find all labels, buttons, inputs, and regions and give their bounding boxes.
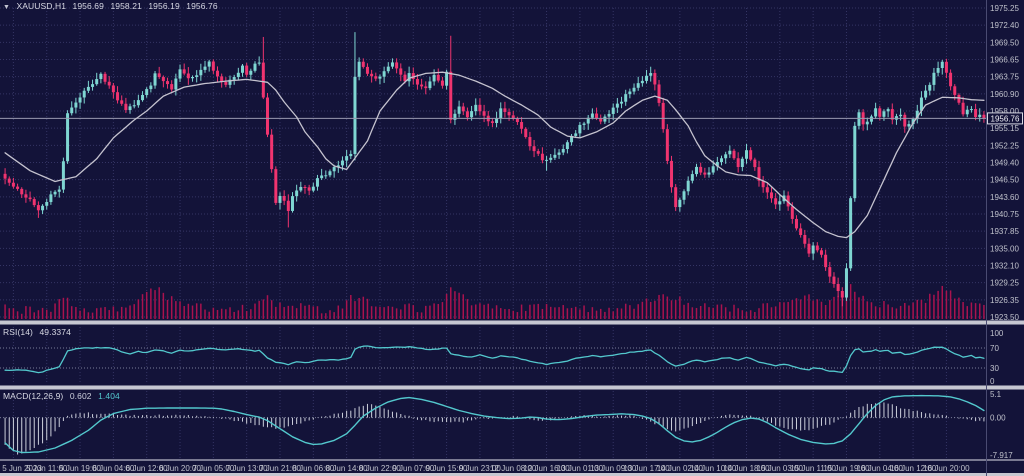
- svg-text:30: 30: [990, 364, 999, 373]
- svg-text:1940.75: 1940.75: [990, 210, 1019, 219]
- svg-text:1943.60: 1943.60: [990, 193, 1019, 202]
- svg-text:1969.50: 1969.50: [990, 38, 1019, 47]
- moving-average-line: [4, 71, 985, 239]
- svg-text:5.1: 5.1: [990, 390, 1002, 399]
- svg-text:8 Jun 06:00: 8 Jun 06:00: [292, 464, 334, 473]
- svg-text:1952.25: 1952.25: [990, 141, 1019, 150]
- macd-main-value: 0.602: [69, 391, 92, 401]
- svg-text:13 Jun 17:00: 13 Jun 17:00: [623, 464, 670, 473]
- svg-text:1972.40: 1972.40: [990, 21, 1019, 30]
- svg-text:1935.00: 1935.00: [990, 244, 1019, 253]
- svg-text:7 Jun 05:00: 7 Jun 05:00: [192, 464, 234, 473]
- svg-text:1923.50: 1923.50: [990, 313, 1019, 322]
- svg-text:-7.917: -7.917: [990, 451, 1013, 460]
- svg-text:1958.00: 1958.00: [990, 107, 1019, 116]
- symbol-dropdown-icon[interactable]: ▼: [3, 4, 11, 11]
- ohlc-open: 1956.69: [72, 1, 104, 11]
- rsi-label: RSI(14): [3, 327, 33, 337]
- svg-text:5 Jun 19:00: 5 Jun 19:00: [59, 464, 101, 473]
- svg-text:8 Jun 22:00: 8 Jun 22:00: [359, 464, 401, 473]
- svg-text:1932.10: 1932.10: [990, 262, 1019, 271]
- svg-text:16 Jun 12:00: 16 Jun 12:00: [890, 464, 937, 473]
- svg-text:13 Jun 09:00: 13 Jun 09:00: [590, 464, 637, 473]
- svg-text:1937.85: 1937.85: [990, 227, 1019, 236]
- rsi-legend: RSI(14) 49.3374: [3, 327, 75, 337]
- svg-text:1975.25: 1975.25: [990, 4, 1019, 13]
- svg-text:9 Jun 07:00: 9 Jun 07:00: [392, 464, 434, 473]
- svg-text:13 Jun 01:00: 13 Jun 01:00: [557, 464, 604, 473]
- macd-pane: [0, 394, 986, 455]
- svg-text:1946.50: 1946.50: [990, 176, 1019, 185]
- svg-text:16 Jun 20:00: 16 Jun 20:00: [923, 464, 970, 473]
- rsi-pane: [0, 345, 986, 374]
- svg-text:12 Jun 08:00: 12 Jun 08:00: [490, 464, 537, 473]
- svg-text:7 Jun 21:00: 7 Jun 21:00: [259, 464, 301, 473]
- svg-text:0.00: 0.00: [990, 414, 1006, 423]
- svg-text:6 Jun 20:00: 6 Jun 20:00: [159, 464, 201, 473]
- svg-text:1960.90: 1960.90: [990, 90, 1019, 99]
- svg-text:12 Jun 16:00: 12 Jun 16:00: [523, 464, 570, 473]
- current-price-badge: 1956.76: [987, 112, 1023, 125]
- ohlc-close: 1956.76: [186, 1, 218, 11]
- svg-text:100: 100: [990, 329, 1004, 338]
- svg-text:16 Jun 04:00: 16 Jun 04:00: [857, 464, 904, 473]
- grid-layer: [0, 7, 986, 458]
- svg-text:5 Jun 2023: 5 Jun 2023: [2, 464, 42, 473]
- svg-text:1955.15: 1955.15: [990, 124, 1019, 133]
- svg-text:1963.75: 1963.75: [990, 73, 1019, 82]
- svg-text:14 Jun 10:00: 14 Jun 10:00: [690, 464, 737, 473]
- svg-text:1966.65: 1966.65: [990, 56, 1019, 65]
- macd-legend: MACD(12,26,9) 0.602 1.404: [3, 391, 124, 401]
- chart-legend: ▼ XAUUSD,H1 1956.69 1958.21 1956.19 1956…: [3, 1, 222, 11]
- svg-text:1926.35: 1926.35: [990, 296, 1019, 305]
- macd-label: MACD(12,26,9): [3, 391, 64, 401]
- svg-text:5 Jun 11:00: 5 Jun 11:00: [26, 464, 68, 473]
- volume-bars: [4, 284, 985, 319]
- price-axis[interactable]: 1975.25 1972.40 1969.50 1966.65 1963.75 1960.…: [990, 4, 1019, 460]
- svg-text:1949.40: 1949.40: [990, 159, 1019, 168]
- svg-text:7 Jun 13:00: 7 Jun 13:00: [226, 464, 268, 473]
- svg-text:6 Jun 04:00: 6 Jun 04:00: [92, 464, 134, 473]
- ohlc-low: 1956.19: [148, 1, 180, 11]
- svg-text:9 Jun 23:00: 9 Jun 23:00: [459, 464, 501, 473]
- rsi-value: 49.3374: [39, 327, 71, 337]
- svg-text:9 Jun 15:00: 9 Jun 15:00: [426, 464, 468, 473]
- svg-text:0: 0: [990, 377, 995, 386]
- svg-text:6 Jun 12:00: 6 Jun 12:00: [126, 464, 168, 473]
- svg-text:70: 70: [990, 344, 999, 353]
- svg-text:15 Jun 03:00: 15 Jun 03:00: [757, 464, 804, 473]
- svg-text:1929.25: 1929.25: [990, 279, 1019, 288]
- candles-layer: [3, 32, 986, 307]
- svg-text:14 Jun 02:00: 14 Jun 02:00: [657, 464, 704, 473]
- svg-text:15 Jun 11:00: 15 Jun 11:00: [790, 464, 836, 473]
- svg-text:15 Jun 19:00: 15 Jun 19:00: [823, 464, 870, 473]
- svg-text:1956.76: 1956.76: [991, 114, 1020, 123]
- macd-signal-value: 1.404: [98, 391, 120, 401]
- svg-text:8 Jun 14:00: 8 Jun 14:00: [326, 464, 368, 473]
- symbol-timeframe: XAUUSD,H1: [16, 1, 67, 11]
- ohlc-high: 1958.21: [110, 1, 142, 11]
- svg-text:14 Jun 18:00: 14 Jun 18:00: [723, 464, 770, 473]
